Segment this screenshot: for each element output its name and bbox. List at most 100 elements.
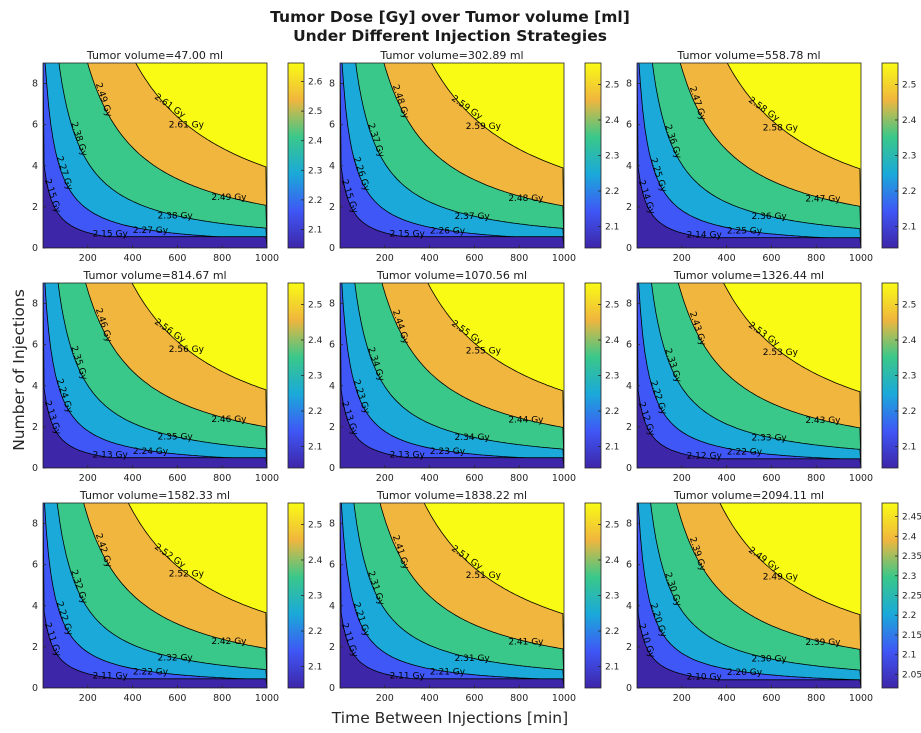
x-tick-label: 200 [79, 253, 97, 264]
contour-label: 2.24 Gy [133, 447, 169, 457]
colorbar-tick-label: 2.5 [605, 300, 619, 310]
y-tick-label: 4 [329, 601, 335, 612]
axes-box [636, 502, 862, 689]
axes-box [636, 62, 862, 249]
colorbar-tick-label: 2.1 [605, 223, 619, 233]
panel-title: Tumor volume=1070.56 ml [376, 269, 527, 282]
colorbar-tick-label: 2.05 [902, 670, 921, 680]
x-tick-label: 400 [124, 693, 142, 704]
x-tick-label: 400 [718, 253, 736, 264]
contour-panel-7: 2.11 Gy2.11 Gy2.22 Gy2.22 Gy2.32 Gy2.32 … [32, 489, 323, 704]
y-tick-label: 2 [626, 202, 632, 213]
contour-label: 2.11 Gy [390, 672, 426, 682]
contour-band-purple [340, 503, 564, 688]
colorbar-tick-label: 2.4 [308, 336, 323, 346]
colorbar-tick-label: 2.5 [605, 80, 619, 90]
axes-box [339, 62, 565, 249]
contour-label: 2.35 Gy [158, 433, 194, 443]
colorbar-tick-label: 2.3 [308, 166, 322, 176]
x-tick-label: 200 [673, 253, 691, 264]
colorbar-tick-label: 2.2 [605, 407, 619, 417]
colorbar-tick-label: 2.5 [308, 300, 322, 310]
colorbar-tick-label: 2.3 [605, 592, 619, 602]
panel-title: Tumor volume=1582.33 ml [79, 489, 230, 502]
contour-fills [637, 63, 861, 248]
colorbar-tick-label: 2.1 [902, 443, 916, 453]
contour-band-cyan [637, 63, 861, 248]
y-tick-label: 0 [32, 683, 38, 694]
y-tick-label: 6 [32, 120, 38, 131]
x-tick-label: 400 [718, 693, 736, 704]
contour-label: 2.26 Gy [430, 226, 466, 236]
colorbar-tick-label: 2.2 [605, 187, 619, 197]
x-tick-label: 800 [807, 253, 825, 264]
contour-label: 2.36 Gy [752, 212, 788, 222]
colorbar-tick-label: 2.2 [605, 627, 619, 637]
contour-label: 2.55 Gy [466, 346, 502, 356]
x-tick-label: 600 [762, 693, 780, 704]
colorbar-tick-label: 2.3 [308, 592, 322, 602]
x-tick-label: 400 [124, 473, 142, 484]
contour-panel-5: 2.13 Gy2.13 Gy2.23 Gy2.23 Gy2.34 Gy2.34 … [329, 269, 620, 484]
contour-label: 2.14 Gy [687, 231, 723, 241]
x-tick-label: 1000 [552, 253, 576, 264]
axes-box [636, 282, 862, 469]
panel-title: Tumor volume=558.78 ml [676, 49, 820, 62]
panel-grid: 2.15 Gy2.15 Gy2.27 Gy2.27 Gy2.38 Gy2.38 … [32, 49, 921, 704]
figure-y-axis-label: Number of Injections [10, 289, 28, 451]
y-tick-label: 8 [329, 79, 335, 90]
y-tick-label: 6 [329, 120, 335, 131]
contour-band-purple [43, 283, 267, 468]
contour-label: 2.13 Gy [390, 451, 426, 461]
contour-label: 2.31 Gy [455, 654, 491, 664]
y-tick-label: 0 [329, 463, 335, 474]
colorbar-tick-label: 2.5 [605, 520, 619, 530]
contour-panel-9: 2.10 Gy2.10 Gy2.20 Gy2.20 Gy2.30 Gy2.30 … [626, 489, 921, 704]
figure-x-axis-label: Time Between Injections [min] [331, 709, 568, 727]
y-tick-label: 0 [626, 683, 632, 694]
y-tick-label: 8 [329, 299, 335, 310]
colorbar-tick-label: 2.4 [902, 532, 917, 542]
colorbar-tick-label: 2.4 [308, 556, 323, 566]
colorbar-tick-label: 2.35 [902, 552, 921, 562]
contour-fills [43, 63, 267, 248]
x-tick-label: 1000 [552, 473, 576, 484]
contour-label: 2.39 Gy [805, 638, 841, 648]
contour-label: 2.48 Gy [508, 194, 544, 204]
colorbar-tick-label: 2.2 [902, 187, 916, 197]
contour-fills [340, 503, 564, 688]
y-tick-label: 2 [329, 642, 335, 653]
contour-label: 2.23 Gy [430, 447, 466, 457]
y-tick-label: 0 [32, 243, 38, 254]
colorbar-tick-label: 2.2 [308, 407, 322, 417]
x-tick-label: 800 [213, 473, 231, 484]
colorbar-tick-label: 2.5 [308, 107, 322, 117]
contour-band-purple [340, 63, 564, 248]
contour-label: 2.22 Gy [727, 447, 763, 457]
y-tick-label: 4 [329, 161, 335, 172]
y-tick-label: 8 [626, 519, 632, 530]
colorbar-tick-label: 2.6 [308, 78, 323, 88]
x-tick-label: 200 [673, 473, 691, 484]
contour-band-cyan [340, 503, 564, 688]
x-tick-label: 1000 [255, 693, 279, 704]
contour-band-cyan [43, 63, 267, 248]
x-tick-label: 800 [807, 473, 825, 484]
contour-band-cyan [637, 503, 861, 688]
y-tick-label: 2 [32, 202, 38, 213]
contour-label: 2.33 Gy [752, 433, 788, 443]
contour-panel-1: 2.15 Gy2.15 Gy2.27 Gy2.27 Gy2.38 Gy2.38 … [32, 49, 323, 264]
figure-title-line2: Under Different Injection Strategies [293, 27, 607, 45]
contour-label: 2.42 Gy [211, 637, 247, 647]
x-tick-label: 800 [807, 693, 825, 704]
x-tick-label: 1000 [552, 693, 576, 704]
contour-label: 2.44 Gy [508, 416, 544, 426]
colorbar-tick-label: 2.3 [902, 152, 916, 162]
contour-fills [637, 503, 861, 688]
contour-band-purple [340, 283, 564, 468]
colorbar-tick-label: 2.4 [605, 336, 620, 346]
contour-band-cyan [43, 283, 267, 468]
x-tick-label: 400 [421, 473, 439, 484]
axes-box [42, 502, 268, 689]
